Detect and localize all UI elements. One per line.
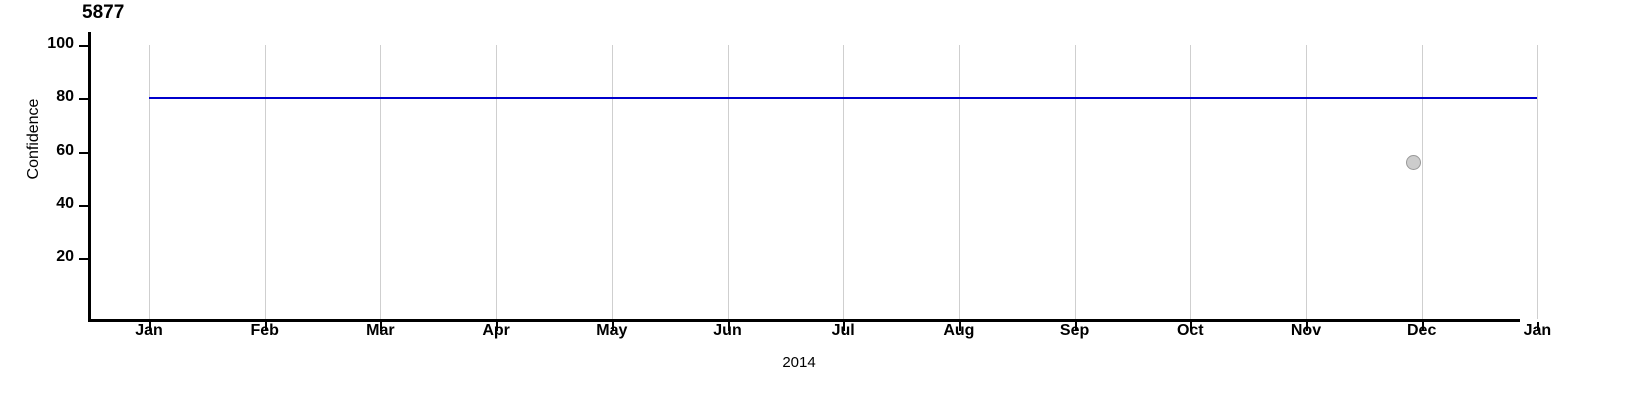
gridline-nov-10 [1306,45,1307,319]
x-tick-label-6: Jul [831,322,855,339]
x-tick-mark-10 [1306,322,1308,331]
confidence-threshold-line [149,97,1538,100]
y-tick-mark-80 [79,98,88,101]
x-tick-mark-11 [1421,322,1424,331]
y-tick-mark-20 [79,258,88,261]
gridline-oct-9 [1190,45,1192,319]
x-tick-mark-8 [1074,322,1077,331]
x-axis-label-text: 2014 [782,354,816,371]
gridline-jan-12 [1537,45,1539,319]
chart-title: 5877 [82,2,125,23]
y-tick-label-40: 40 [56,194,74,212]
gridline-may-4 [611,45,613,319]
gridline-dec-11 [1421,45,1423,319]
x-tick-mark-4 [611,322,614,331]
y-tick-label-60: 60 [56,141,74,159]
gridline-feb-1 [264,45,266,319]
x-tick-label-4: May [596,322,628,339]
x-tick-mark-1 [264,322,267,331]
x-tick-mark-3 [496,322,499,331]
y-tick-mark-40 [79,204,88,207]
x-tick-label-10: Nov [1290,322,1322,339]
x-axis-line [88,319,1520,322]
x-tick-mark-12 [1537,322,1540,331]
gridline-mar-2 [380,45,382,319]
x-tick-label-11: Dec [1407,322,1437,339]
gridline-apr-3 [496,45,498,319]
x-axis-label: 2014 [0,354,1650,371]
gridline-jul-6 [843,45,845,319]
plot-area [91,45,1539,319]
data-point[interactable] [1406,154,1422,170]
y-axis-line [88,32,91,320]
y-tick-label-100: 100 [47,35,74,52]
x-tick-label-12: Jan [1523,322,1552,339]
x-tick-label-1: Feb [250,322,279,339]
x-tick-label-9: Oct [1176,322,1204,339]
x-tick-mark-5 [727,322,730,331]
x-tick-label-2: Mar [366,322,395,339]
gridline-jan-0 [149,45,150,319]
y-tick-label-80: 80 [56,88,74,106]
y-tick-label-20: 20 [56,248,74,266]
x-tick-label-5: Jun [713,322,742,339]
x-tick-mark-2 [380,322,383,331]
y-tick-mark-60 [79,151,88,154]
x-tick-label-8: Sep [1059,322,1090,339]
y-tick-mark-100 [79,45,88,47]
x-tick-label-3: Apr [482,322,510,339]
gridline-sep-8 [1074,45,1076,319]
x-tick-label-0: Jan [135,322,163,339]
x-tick-mark-0 [149,322,151,331]
x-tick-mark-6 [843,322,846,331]
gridline-jun-5 [727,45,729,319]
gridline-aug-7 [958,45,960,319]
x-tick-mark-9 [1190,322,1193,331]
x-tick-label-7: Aug [943,322,975,339]
x-tick-mark-7 [958,322,961,331]
